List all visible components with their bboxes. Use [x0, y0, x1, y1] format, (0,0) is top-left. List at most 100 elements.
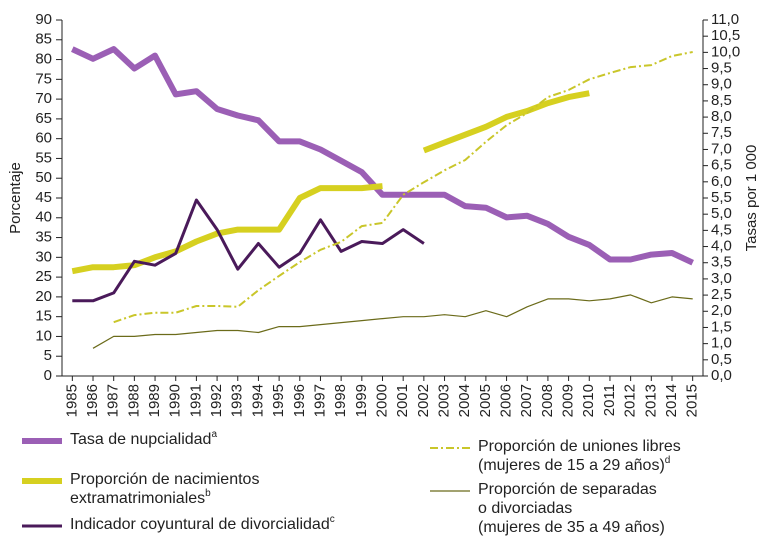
x-tick-label: 2007 — [518, 384, 535, 417]
x-tick-label: 1991 — [187, 384, 204, 417]
x-tick-label: 1994 — [249, 384, 266, 417]
x-tick-label: 1988 — [125, 384, 142, 417]
y2-tick-label: 10,5 — [711, 27, 740, 44]
y-tick-label: 25 — [35, 268, 52, 285]
y2-tick-label: 7,5 — [711, 124, 732, 141]
y2-axis-label: Tasas por 1 000 — [743, 145, 760, 252]
y-tick-label: 0 — [44, 367, 52, 384]
legend-label: (mujeres de 35 a 49 años) — [478, 519, 665, 536]
y-tick-label: 50 — [35, 169, 52, 186]
x-tick-label: 1996 — [291, 384, 308, 417]
y-tick-label: 55 — [35, 149, 52, 166]
y2-tick-label: 6,0 — [711, 173, 732, 190]
series-line — [113, 51, 693, 324]
x-tick-label: 1997 — [311, 384, 328, 417]
y-tick-label: 80 — [35, 51, 52, 68]
y2-tick-label: 5,5 — [711, 189, 732, 206]
x-tick-label: 2012 — [622, 384, 639, 417]
series-line — [92, 294, 693, 349]
x-tick-label: 2009 — [560, 384, 577, 417]
y2-tick-label: 1,0 — [711, 335, 732, 352]
y-tick-label: 20 — [35, 288, 52, 305]
y2-tick-label: 9,5 — [711, 60, 732, 77]
legend-text: Proporción de uniones libres — [478, 438, 681, 455]
y-tick-label: 70 — [35, 90, 52, 107]
x-tick-label: 1990 — [167, 384, 184, 417]
legend-note: d — [665, 455, 671, 466]
legend-text: Indicador coyuntural de divorcialidad — [70, 516, 330, 533]
legend-text: Tasa de nupcialidad — [70, 431, 211, 448]
x-tick-label: 2006 — [498, 384, 515, 417]
legend-text: extramatrimoniales — [70, 490, 205, 507]
legend-text: (mujeres de 35 a 49 años) — [478, 519, 665, 536]
y2-tick-label: 5,0 — [711, 205, 732, 222]
x-tick-label: 1995 — [270, 384, 287, 417]
x-tick-label: 1986 — [84, 384, 101, 417]
y2-tick-label: 8,5 — [711, 92, 732, 109]
y2-tick-label: 7,0 — [711, 140, 732, 157]
y-tick-label: 85 — [35, 31, 52, 48]
x-tick-label: 2003 — [436, 384, 453, 417]
x-tick-label: 1998 — [332, 384, 349, 417]
y-tick-label: 15 — [35, 308, 52, 325]
y2-tick-label: 3,5 — [711, 254, 732, 271]
y-tick-label: 60 — [35, 130, 52, 147]
y-tick-label: 30 — [35, 248, 52, 265]
y2-tick-label: 6,5 — [711, 157, 732, 174]
y2-tick-label: 10,0 — [711, 43, 740, 60]
x-tick-label: 2015 — [684, 384, 701, 417]
x-tick-label: 2001 — [394, 384, 411, 417]
legend-label: (mujeres de 15 a 29 años)d — [478, 455, 670, 475]
x-tick-label: 2010 — [580, 384, 597, 417]
x-tick-label: 2008 — [539, 384, 556, 417]
x-tick-label: 1989 — [146, 384, 163, 417]
y-tick-label: 90 — [35, 11, 52, 28]
y2-tick-label: 9,0 — [711, 76, 732, 93]
legend-note: b — [205, 488, 211, 499]
x-tick-label: 1999 — [353, 384, 370, 417]
y2-tick-label: 1,5 — [711, 318, 732, 335]
x-tick-label: 2005 — [477, 384, 494, 417]
x-tick-label: 2000 — [373, 384, 390, 417]
legend-label: extramatrimonialesb — [70, 488, 211, 508]
legend-text: o divorciadas — [478, 500, 572, 517]
y2-tick-label: 0,0 — [711, 367, 732, 384]
y-tick-label: 45 — [35, 189, 52, 206]
legend-label: o divorciadas — [478, 500, 572, 517]
y2-tick-label: 4,0 — [711, 238, 732, 255]
x-tick-label: 1985 — [63, 384, 80, 417]
y-axis-label: Porcentaje — [7, 162, 24, 234]
legend-label: Tasa de nupcialidada — [70, 429, 217, 449]
series-line — [71, 90, 590, 275]
legend-note: a — [211, 429, 217, 440]
legend-label: Proporción de nacimientos — [70, 471, 259, 488]
y-tick-label: 5 — [44, 347, 52, 364]
y2-tick-label: 4,5 — [711, 221, 732, 238]
y2-tick-label: 11,0 — [711, 11, 739, 28]
y-tick-label: 75 — [35, 70, 52, 87]
y-tick-label: 40 — [35, 209, 52, 226]
x-tick-label: 2014 — [663, 384, 680, 417]
x-tick-label: 2004 — [456, 384, 473, 417]
y2-tick-label: 0,5 — [711, 351, 732, 368]
y2-tick-label: 3,0 — [711, 270, 732, 287]
series-line — [71, 46, 694, 266]
y-tick-label: 35 — [35, 229, 52, 246]
series-line — [72, 198, 425, 303]
y2-tick-label: 2,0 — [711, 302, 732, 319]
legend-label: Indicador coyuntural de divorcialidadc — [70, 514, 335, 534]
x-tick-label: 1987 — [105, 384, 122, 417]
legend-text: Proporción de nacimientos — [70, 471, 259, 488]
x-tick-label: 2011 — [601, 384, 618, 416]
y-tick-label: 10 — [35, 327, 52, 344]
x-tick-label: 1993 — [229, 384, 246, 417]
legend-label: Proporción de separadas — [478, 481, 657, 498]
legend-text: Proporción de separadas — [478, 481, 657, 498]
y-tick-label: 65 — [35, 110, 52, 127]
x-tick-label: 1992 — [208, 384, 225, 417]
x-tick-label: 2013 — [642, 384, 659, 417]
x-tick-label: 2002 — [415, 384, 432, 417]
legend-text: (mujeres de 15 a 29 años) — [478, 457, 665, 474]
legend-note: c — [330, 514, 335, 525]
